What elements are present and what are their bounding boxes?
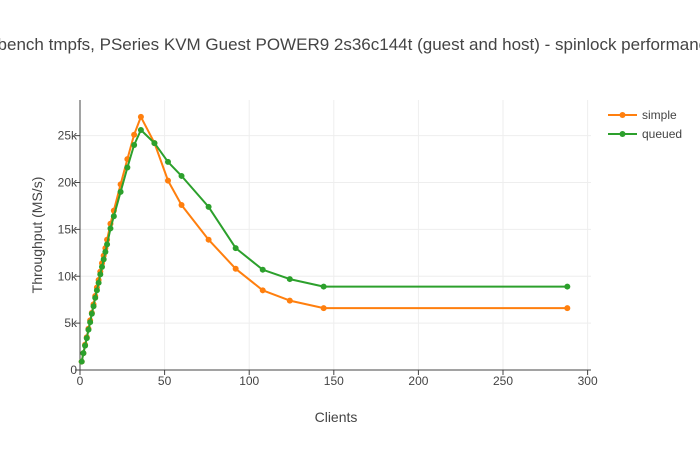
data-point-simple <box>286 297 293 304</box>
y-tick-label: 10k <box>58 269 78 283</box>
data-point-queued <box>259 266 266 273</box>
data-point-queued <box>137 127 144 133</box>
data-point-queued <box>205 203 212 210</box>
data-point-queued <box>320 283 327 290</box>
data-point-queued <box>104 241 111 248</box>
x-tick-label: 200 <box>408 374 428 388</box>
data-point-queued <box>98 263 105 270</box>
data-point-queued <box>117 188 124 195</box>
x-tick-label: 0 <box>77 374 84 388</box>
data-point-queued <box>164 158 171 165</box>
series-simple <box>78 113 571 365</box>
legend-label: queued <box>642 127 682 141</box>
series-line-simple <box>80 115 568 362</box>
data-point-queued <box>87 319 94 326</box>
chart-title: ...bench tmpfs, PSeries KVM Guest POWER9… <box>0 35 700 54</box>
x-tick-label: 150 <box>324 374 344 388</box>
legend-item-simple[interactable]: simple <box>608 108 677 122</box>
data-point-queued <box>82 342 89 349</box>
x-tick-label: 300 <box>578 374 598 388</box>
legend-item-queued[interactable]: queued <box>608 127 682 141</box>
legend-swatch-marker <box>619 112 626 118</box>
x-axis-title: Clients <box>315 409 358 425</box>
data-point-queued <box>90 303 97 310</box>
data-point-queued <box>232 245 239 252</box>
data-point-queued <box>78 358 85 365</box>
axes-layer: 0 5k 10k 15k 20k 25k 0 50 100 150 200 250 300 <box>58 100 598 388</box>
legend-swatch-marker <box>619 131 626 137</box>
y-tick-label: 0 <box>70 363 77 377</box>
data-point-queued <box>97 271 104 278</box>
data-point-queued <box>110 213 117 220</box>
y-axis-title: Throughput (MS/s) <box>29 177 45 294</box>
data-point-queued <box>83 335 90 342</box>
data-point-simple <box>205 236 212 243</box>
data-point-queued <box>95 279 102 286</box>
data-point-queued <box>80 350 87 357</box>
x-tick-label: 100 <box>239 374 259 388</box>
data-point-simple <box>259 287 266 294</box>
y-tick-label: 15k <box>58 222 78 236</box>
data-point-queued <box>92 294 99 301</box>
x-tick-label: 50 <box>158 374 172 388</box>
data-point-queued <box>564 283 571 290</box>
y-tick-label: 20k <box>58 176 78 190</box>
data-point-simple <box>164 177 171 184</box>
y-tick-label: 5k <box>64 316 78 330</box>
data-point-simple <box>178 202 185 208</box>
data-point-queued <box>93 287 100 294</box>
data-point-queued <box>124 164 131 171</box>
data-point-queued <box>102 248 109 255</box>
series-line-queued <box>80 129 568 362</box>
data-point-queued <box>286 276 293 283</box>
data-point-queued <box>151 140 158 147</box>
grid-layer <box>80 100 591 370</box>
data-point-queued <box>107 225 114 232</box>
data-point-queued <box>131 142 138 148</box>
data-point-simple <box>232 265 239 272</box>
x-tick-label: 250 <box>493 374 513 388</box>
series-queued <box>78 127 571 365</box>
legend[interactable]: simple queued <box>608 108 682 141</box>
data-point-simple <box>131 131 138 138</box>
data-point-simple <box>137 113 144 120</box>
data-point-queued <box>88 310 95 317</box>
y-tick-label: 25k <box>58 129 78 143</box>
series-layer <box>78 113 571 365</box>
data-point-simple <box>564 305 571 312</box>
legend-label: simple <box>642 108 677 122</box>
data-point-queued <box>100 256 107 263</box>
data-point-queued <box>178 172 185 179</box>
data-point-queued <box>85 326 92 333</box>
data-point-simple <box>320 305 327 312</box>
